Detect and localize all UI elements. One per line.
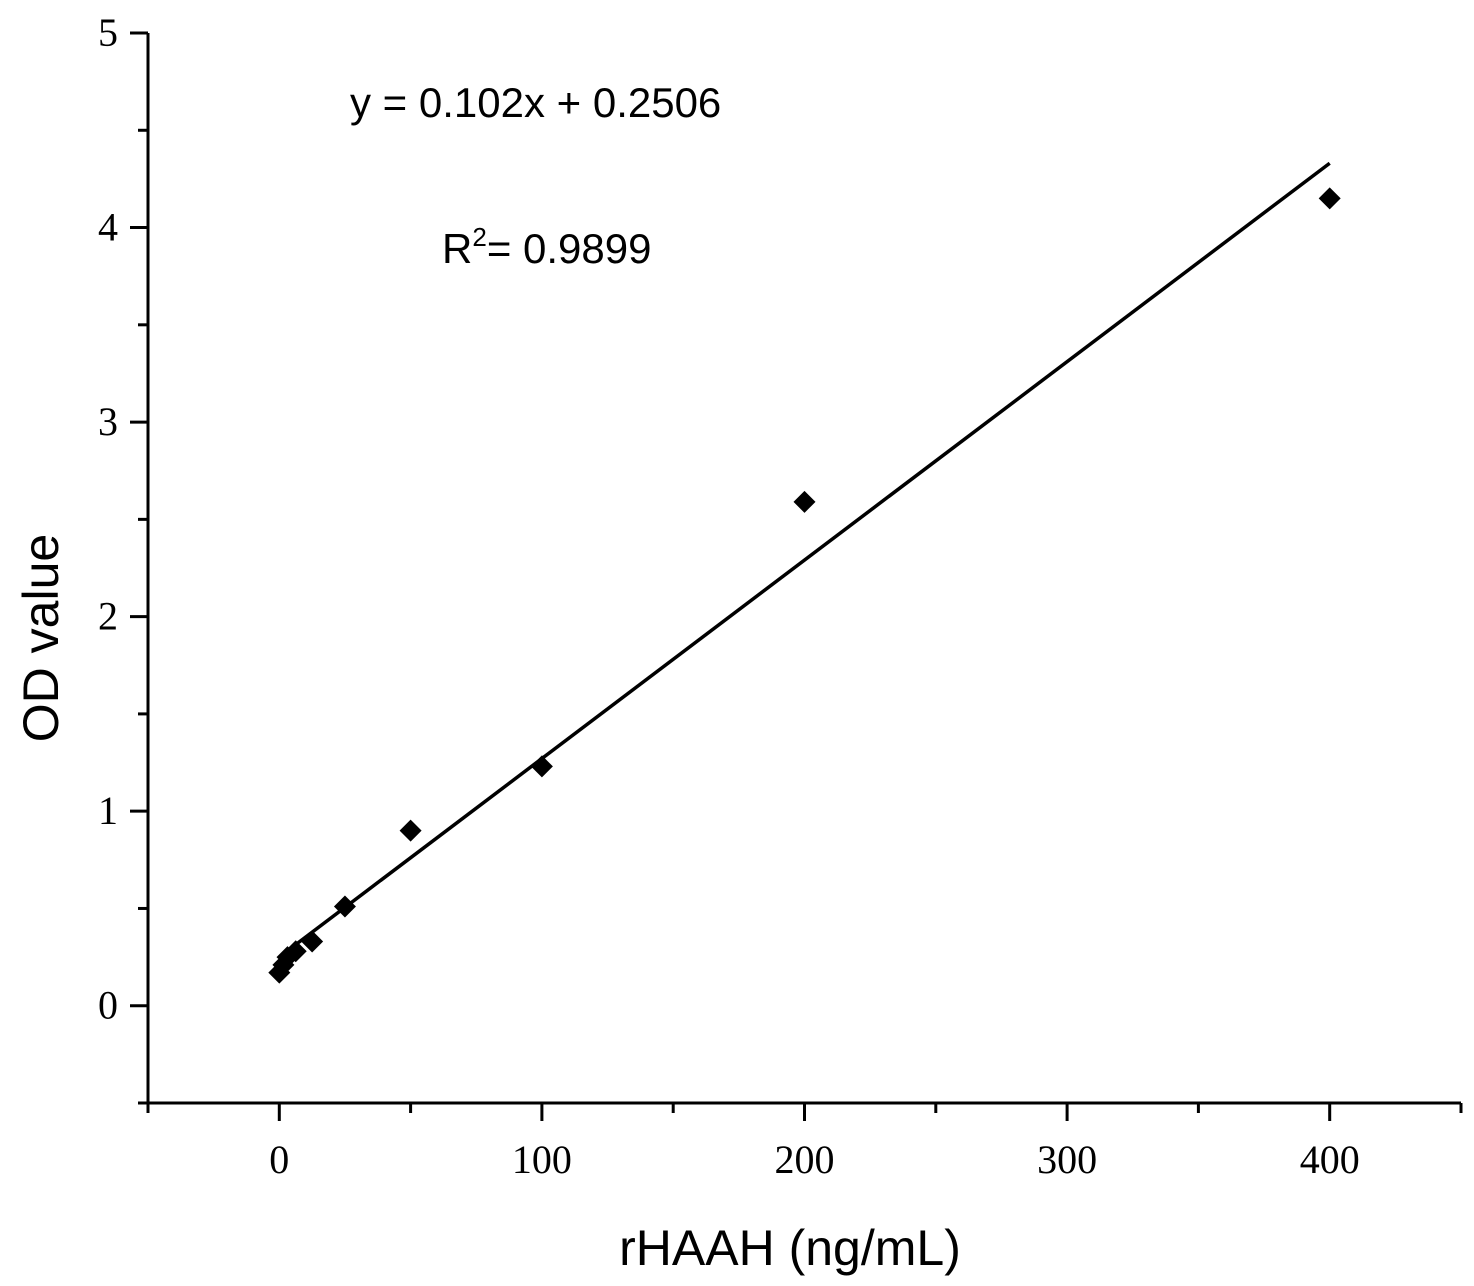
y-tick-label: 4	[98, 205, 118, 250]
r-squared-superscript: 2	[472, 222, 486, 252]
data-point	[284, 940, 307, 963]
fit-line	[278, 161, 1331, 959]
y-tick-label: 3	[98, 399, 118, 444]
y-tick-label: 5	[98, 10, 118, 55]
data-point	[530, 755, 553, 778]
y-tick-label: 1	[98, 788, 118, 833]
x-tick-label: 400	[1300, 1137, 1360, 1182]
data-point	[1318, 187, 1341, 210]
data-point	[301, 930, 324, 953]
data-point	[793, 490, 816, 513]
data-points	[268, 187, 1341, 984]
y-tick-label: 0	[98, 983, 118, 1028]
data-point	[333, 895, 356, 918]
ticks: 0 1 2 3 4 5 0 100 200 300 400	[98, 10, 1463, 1182]
x-tick-label: 300	[1037, 1137, 1097, 1182]
y-axis-title: OD value	[13, 534, 69, 742]
y-tick-label: 2	[98, 594, 118, 639]
r-squared-value: = 0.9899	[487, 225, 652, 272]
x-tick-label: 0	[269, 1137, 289, 1182]
data-point	[399, 819, 422, 842]
r-squared-symbol: R	[442, 225, 472, 272]
x-tick-label: 200	[775, 1137, 835, 1182]
x-axis-title: rHAAH (ng/mL)	[619, 1220, 961, 1276]
equation-annotation: y = 0.102x + 0.2506	[350, 79, 721, 126]
x-tick-label: 100	[512, 1137, 572, 1182]
r-squared-annotation: R2= 0.9899	[442, 222, 651, 272]
axes	[146, 33, 1461, 1105]
